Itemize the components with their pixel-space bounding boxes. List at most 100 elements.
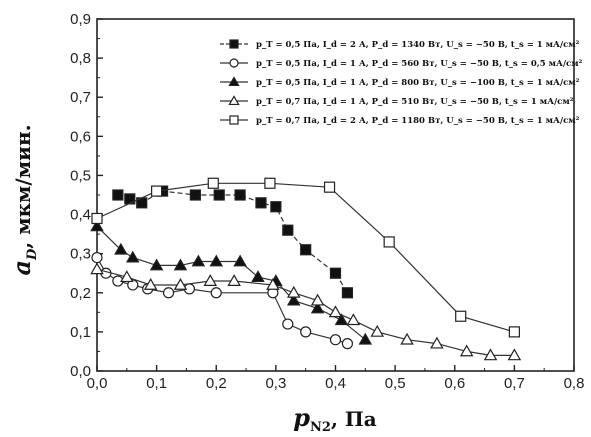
- series-5-point: [383, 236, 395, 248]
- y-tick-label: 0,7: [70, 89, 91, 106]
- series-1-point: [213, 189, 225, 201]
- series-1-point: [189, 189, 201, 201]
- series-5-point: [151, 185, 163, 197]
- series-1-point: [341, 287, 354, 299]
- series-3-point: [334, 313, 349, 326]
- x-axis-subscript: N2: [310, 420, 331, 435]
- series-4: [90, 262, 522, 361]
- y-tick-label: 0,2: [70, 285, 91, 302]
- plot-area: [96, 18, 575, 372]
- series-2-point: [127, 279, 139, 291]
- y-axis-symbol: a: [7, 260, 36, 276]
- series-3-point: [90, 219, 104, 232]
- series-4-point: [459, 344, 474, 357]
- series-5-point: [323, 181, 336, 193]
- legend-label-3: p_T = 0,5 Па, I_d = 1 А, P_d = 800 Вт, U…: [256, 78, 580, 88]
- y-tick-label: 0,3: [70, 246, 91, 263]
- series-2-point: [341, 338, 354, 350]
- series-4-point: [370, 324, 385, 337]
- series-5-point: [455, 310, 467, 322]
- series-4-point: [400, 332, 414, 345]
- series-4-point: [507, 348, 522, 361]
- y-axis-title: aD, мкм/мин.: [7, 124, 40, 275]
- y-tick-label: 0,5: [70, 167, 91, 184]
- y-tick-label: 0,6: [70, 128, 91, 145]
- series-1-point: [300, 244, 312, 256]
- x-axis-symbol: p: [293, 403, 310, 432]
- series-2-point: [162, 287, 175, 299]
- series-4-point: [266, 277, 280, 290]
- series-1-point: [282, 224, 294, 236]
- x-axis-title: pN2, Па: [293, 403, 377, 435]
- series-4-point: [173, 277, 188, 290]
- legend-marker-5: [229, 115, 239, 125]
- series-3: [90, 219, 373, 345]
- series-4-line: [96, 268, 515, 356]
- x-tick-label: 0,6: [444, 375, 465, 392]
- y-tick-label: 0,1: [70, 324, 91, 341]
- x-tick-label: 0,8: [564, 375, 585, 392]
- series-5-point: [207, 177, 219, 189]
- legend-label-2: p_T = 0,5 Па, I_d = 1 А, P_d = 560 Вт, U…: [256, 59, 583, 69]
- legend-marker-2: [229, 58, 239, 68]
- series-layer: [90, 177, 522, 361]
- y-axis-subscript: D: [25, 248, 40, 261]
- legend-label-5: p_T = 0,7 Па, I_d = 2 А, P_d = 1180 Вт, …: [256, 116, 580, 126]
- series-3-point: [173, 258, 188, 271]
- series-4-point: [286, 285, 301, 298]
- series-2-point: [210, 287, 222, 299]
- y-tick-label: 0,8: [70, 50, 91, 67]
- y-axis-unit: , мкм/мин.: [11, 124, 35, 248]
- series-3-point: [125, 250, 140, 263]
- series-3-point: [310, 301, 325, 314]
- series-4-point: [328, 305, 343, 318]
- y-tick-label: 0,0: [70, 363, 91, 380]
- legend-marker-4: [228, 95, 240, 106]
- legend-label-4: p_T = 0,7 Па, I_d = 1 А, P_d = 510 Вт, U…: [256, 97, 574, 107]
- series-1-point: [112, 189, 124, 201]
- series-2-point: [300, 326, 312, 338]
- legend-marker-3: [228, 76, 240, 87]
- x-tick-label: 0,1: [146, 375, 167, 392]
- legend: p_T = 0,5 Па, I_d = 2 А, P_d = 1340 Вт, …: [220, 39, 583, 126]
- x-axis-unit: , Па: [331, 407, 377, 431]
- legend-marker-1: [229, 39, 239, 49]
- y-tick-label: 0,4: [70, 207, 91, 224]
- series-4-point: [227, 274, 241, 286]
- y-tick-label: 0,9: [70, 11, 91, 28]
- legend-label-1: p_T = 0,5 Па, I_d = 2 А, P_d = 1340 Вт, …: [256, 40, 580, 50]
- series-3-point: [358, 332, 373, 345]
- series-3-point: [233, 254, 247, 267]
- series-2: [91, 251, 354, 350]
- x-tick-label: 0,0: [87, 375, 108, 392]
- series-4-point: [346, 313, 361, 326]
- x-tick-label: 0,2: [206, 375, 227, 392]
- series-5-point: [91, 212, 103, 225]
- series-3-point: [251, 270, 265, 283]
- y-axis-ticks: 0,0 0,1 0,2 0,3 0,4 0,5 0,6 0,7 0,8 0,9: [70, 11, 103, 380]
- series-4-point: [120, 270, 134, 283]
- series-3-point: [209, 254, 224, 267]
- x-axis-ticks: 0,0 0,1 0,2 0,3 0,4 0,5 0,6 0,7 0,8: [87, 365, 585, 392]
- series-1: [112, 185, 354, 299]
- series-1-point: [329, 267, 342, 279]
- series-4-point: [310, 293, 325, 306]
- series-2-point: [91, 251, 103, 264]
- series-4-point: [143, 277, 158, 290]
- series-4-point: [430, 336, 444, 349]
- series-1-point: [270, 201, 282, 213]
- series-5-point: [508, 326, 520, 338]
- series-3-point: [191, 254, 206, 267]
- series-5: [91, 177, 520, 338]
- series-1-point: [234, 189, 246, 201]
- series-5-point: [264, 177, 276, 189]
- series-3-point: [114, 242, 128, 255]
- series-5-line: [96, 182, 515, 333]
- series-3-point: [286, 293, 301, 306]
- series-1-point: [255, 197, 267, 209]
- series-2-point: [282, 318, 294, 330]
- x-tick-label: 0,5: [385, 375, 406, 392]
- x-tick-label: 0,3: [265, 375, 286, 392]
- series-4-point: [483, 348, 498, 361]
